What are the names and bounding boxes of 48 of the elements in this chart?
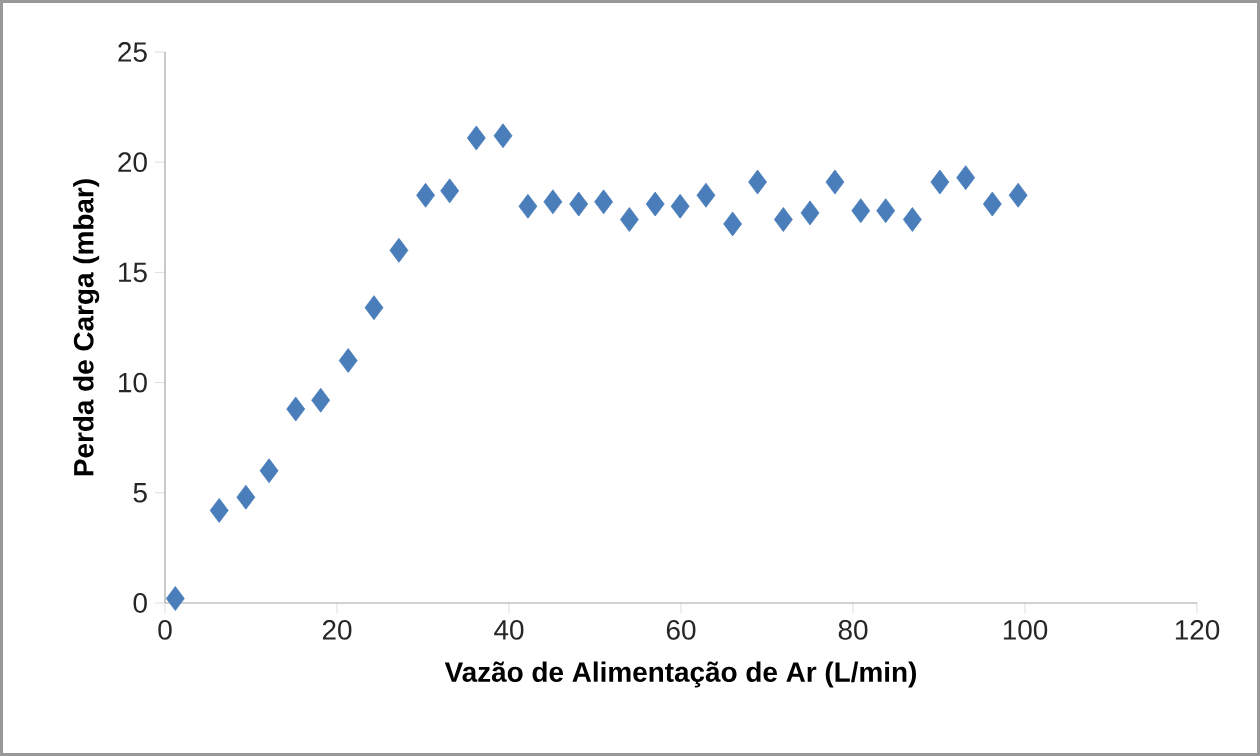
x-tick-label: 100 — [1003, 620, 1048, 640]
x-tick-label: 40 — [494, 620, 524, 640]
x-tick-label: 60 — [666, 620, 696, 640]
point — [440, 178, 460, 204]
point — [902, 207, 922, 232]
x-tick-label: 20 — [322, 620, 352, 640]
point — [982, 191, 1002, 217]
point — [165, 586, 185, 611]
point — [1008, 182, 1028, 208]
x-tick-label: 80 — [838, 620, 868, 640]
point — [416, 182, 435, 208]
y-tick-label: 25 — [118, 42, 147, 62]
point — [670, 193, 690, 219]
y-tick-label: 5 — [133, 483, 147, 503]
x-axis-title: Vazão de Alimentação de Ar (L/min) — [444, 661, 916, 688]
point — [723, 211, 743, 237]
y-tick-label: 10 — [119, 372, 147, 393]
point — [876, 198, 896, 224]
point — [338, 348, 358, 373]
point — [569, 191, 589, 217]
point — [543, 189, 563, 215]
point — [493, 123, 513, 149]
point — [286, 396, 306, 422]
y-tick-label: 0 — [133, 593, 147, 613]
point — [930, 169, 950, 195]
point — [645, 191, 665, 217]
point — [364, 295, 384, 321]
point — [209, 498, 229, 523]
x-tick-label: 120 — [1175, 620, 1220, 640]
point — [956, 165, 976, 191]
point — [825, 169, 845, 195]
y-axis-title: Perda de Carga (mbar) — [73, 179, 100, 476]
point — [466, 125, 486, 151]
point — [800, 200, 820, 226]
point — [620, 207, 639, 232]
point — [259, 458, 279, 484]
x-tick-label: 0 — [158, 620, 172, 640]
y-tick-label: 15 — [119, 262, 147, 283]
point — [518, 193, 538, 219]
point — [389, 237, 409, 263]
point — [748, 169, 767, 195]
y-tick-label: 20 — [118, 152, 147, 173]
point — [594, 189, 613, 215]
point — [236, 484, 256, 510]
point — [773, 207, 793, 232]
point — [696, 182, 716, 208]
point — [311, 387, 331, 413]
point — [851, 198, 871, 224]
